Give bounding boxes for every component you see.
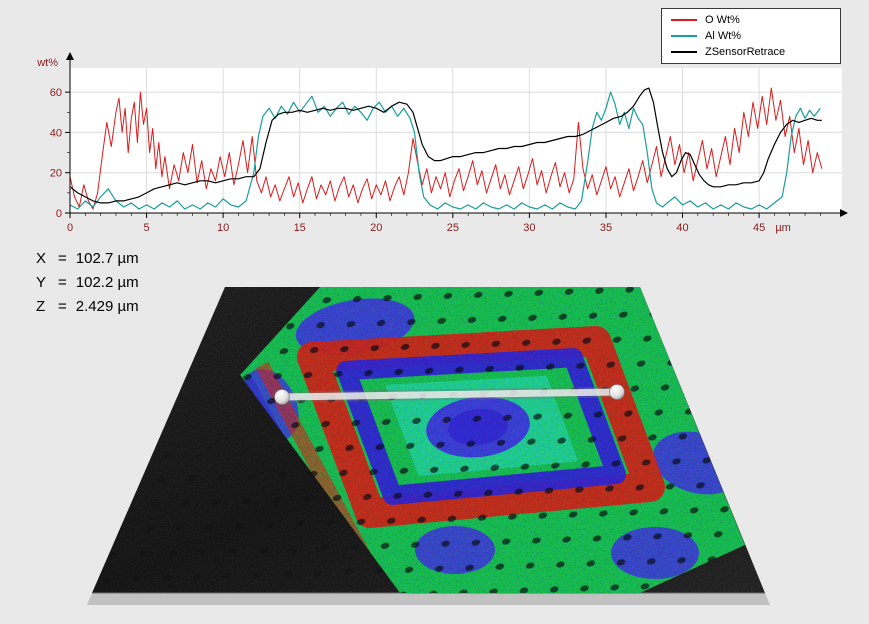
series-line-al-wt-	[69, 91, 821, 210]
svg-text:10: 10	[217, 222, 229, 234]
equals-sign: =	[58, 274, 67, 291]
readout-x-label: X	[36, 250, 47, 267]
svg-text:40: 40	[50, 127, 62, 139]
equals-sign: =	[58, 298, 67, 315]
legend-label: O Wt%	[705, 14, 740, 26]
readout-y: Y = 102.2 µm	[36, 274, 139, 291]
measurement-endpoint-left[interactable]	[274, 389, 290, 405]
legend-entry-o-wt[interactable]: O Wt%	[662, 12, 840, 28]
legend-label: ZSensorRetrace	[705, 46, 786, 58]
svg-text:wt%: wt%	[36, 57, 58, 69]
legend-entry-al-wt[interactable]: Al Wt%	[662, 28, 840, 44]
chart-legend: O Wt% Al Wt% ZSensorRetrace	[661, 8, 841, 64]
legend-label: Al Wt%	[705, 30, 742, 42]
series-lines	[69, 87, 823, 210]
legend-entry-zsensorretrace[interactable]: ZSensorRetrace	[662, 44, 840, 60]
svg-text:20: 20	[370, 222, 382, 234]
svg-text:15: 15	[294, 222, 306, 234]
svg-text:25: 25	[447, 222, 459, 234]
measurement-endpoint-right[interactable]	[609, 384, 625, 400]
profile-chart: 0 5 10 15 20 25 30 35 40 45 0 20 40 60 µm wt%	[36, 52, 848, 234]
axis-ticks-labels: 0 5 10 15 20 25 30 35 40 45 0 20 40 60 µm wt%	[36, 57, 821, 234]
svg-text:60: 60	[50, 87, 62, 99]
legend-line-sample-black	[671, 51, 697, 53]
measurement-readout: X = 102.7 µm Y = 102.2 µm Z = 2.429 µm	[36, 250, 139, 322]
legend-line-sample-red	[671, 19, 697, 21]
measurement-beam[interactable]	[278, 388, 621, 401]
svg-text:5: 5	[144, 222, 150, 234]
svg-text:µm: µm	[775, 222, 791, 234]
readout-z-value: 2.429 µm	[75, 298, 139, 315]
svg-text:40: 40	[676, 222, 688, 234]
svg-text:45: 45	[753, 222, 765, 234]
svg-text:0: 0	[67, 222, 73, 234]
readout-y-value: 102.2 µm	[75, 274, 139, 291]
readout-z: Z = 2.429 µm	[36, 298, 139, 315]
surface-3d-view	[87, 287, 770, 605]
equals-sign: =	[58, 250, 67, 267]
svg-text:35: 35	[600, 222, 612, 234]
svg-text:30: 30	[523, 222, 535, 234]
slab-side	[87, 593, 770, 605]
readout-x: X = 102.7 µm	[36, 250, 139, 267]
svg-text:20: 20	[50, 168, 62, 180]
gridlines	[70, 68, 842, 213]
svg-text:0: 0	[56, 208, 62, 220]
readout-x-value: 102.7 µm	[75, 250, 139, 267]
series-line-zsensorretrace	[69, 87, 822, 204]
axes	[66, 52, 848, 217]
readout-y-label: Y	[36, 274, 47, 291]
x-axis-arrow-icon	[840, 209, 848, 217]
y-axis-arrow-icon	[66, 52, 74, 60]
series-line-o-wt-	[69, 87, 823, 210]
legend-line-sample-teal	[671, 35, 697, 37]
readout-z-label: Z	[36, 298, 46, 315]
